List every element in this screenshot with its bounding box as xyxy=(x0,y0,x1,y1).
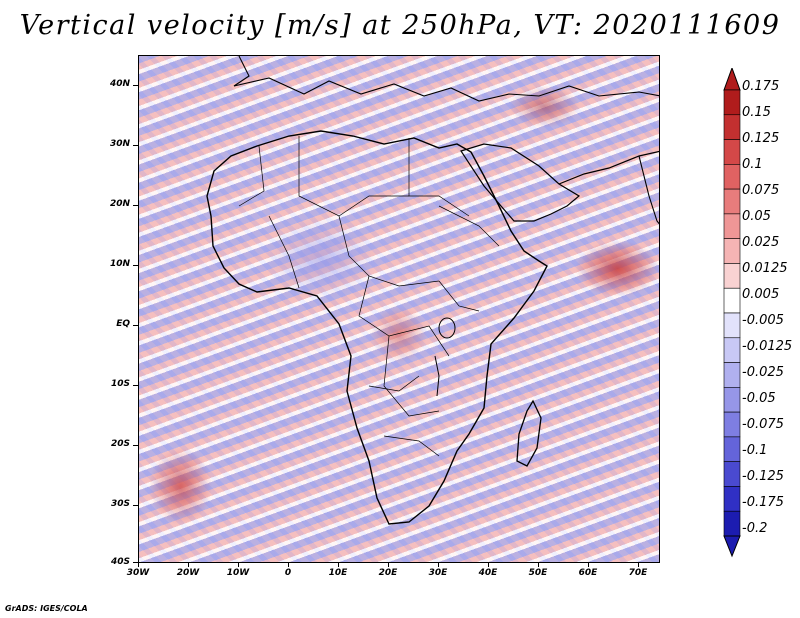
colorbar-segment xyxy=(723,188,741,215)
lon-tick xyxy=(638,562,639,567)
colorbar xyxy=(723,68,741,558)
colorbar-label: 0.175 xyxy=(742,79,780,94)
colorbar-segment xyxy=(723,263,741,289)
lon-tick xyxy=(238,562,239,567)
lon-label-0: 0 xyxy=(284,568,292,578)
lon-tick xyxy=(438,562,439,567)
lat-tick xyxy=(133,85,138,86)
lon-tick xyxy=(538,562,539,567)
lat-label-eq: EQ xyxy=(116,319,130,329)
lon-label-10e: 10E xyxy=(328,568,348,578)
colorbar-label: 0.1 xyxy=(742,157,763,172)
colorbar-bottom-arrow xyxy=(723,535,741,558)
lat-tick xyxy=(133,325,138,326)
lon-label-30w: 30W xyxy=(126,568,150,578)
colorbar-label: -0.1 xyxy=(742,443,768,458)
colorbar-segment xyxy=(723,436,741,462)
colorbar-segment xyxy=(723,114,741,140)
lat-label-20s: 20S xyxy=(110,439,130,449)
lon-tick xyxy=(338,562,339,567)
lat-label-40s: 40S xyxy=(110,557,130,567)
colorbar-segment xyxy=(723,238,741,264)
colorbar-top-arrow xyxy=(723,68,741,91)
lon-label-10w: 10W xyxy=(226,568,250,578)
colorbar-segment xyxy=(723,89,741,116)
colorbar-segment xyxy=(723,287,741,314)
colorbar-label: -0.05 xyxy=(742,391,776,406)
lon-tick xyxy=(288,562,289,567)
lon-label-60e: 60E xyxy=(578,568,598,578)
lat-tick xyxy=(133,562,138,563)
lat-label-20n: 20N xyxy=(109,199,130,209)
lat-tick xyxy=(133,385,138,386)
lat-label-10s: 10S xyxy=(110,379,130,389)
colorbar-segment xyxy=(723,337,741,363)
colorbar-label: 0.075 xyxy=(742,183,780,198)
chart-title: Vertical velocity [m/s] at 250hPa, VT: 2… xyxy=(19,10,781,41)
colorbar-label: 0.15 xyxy=(742,105,771,120)
lat-label-30s: 30S xyxy=(110,499,130,509)
colorbar-label: -0.005 xyxy=(742,313,784,328)
lon-tick xyxy=(188,562,189,567)
lat-tick xyxy=(133,265,138,266)
lat-label-10n: 10N xyxy=(109,259,130,269)
lon-label-50e: 50E xyxy=(528,568,548,578)
colorbar-label: 0.0125 xyxy=(742,261,788,276)
lon-label-70e: 70E xyxy=(628,568,648,578)
colorbar-label: -0.0125 xyxy=(742,339,793,354)
lat-label-30n: 30N xyxy=(109,139,130,149)
lon-label-40e: 40E xyxy=(478,568,498,578)
colorbar-label: 0.025 xyxy=(742,235,780,250)
colorbar-segment xyxy=(723,387,741,413)
lon-label-20e: 20E xyxy=(378,568,398,578)
colorbar-label: -0.125 xyxy=(742,469,784,484)
colorbar-segment xyxy=(723,411,741,438)
colorbar-label: 0.05 xyxy=(742,209,771,224)
colorbar-label: 0.125 xyxy=(742,131,780,146)
lon-label-20w: 20W xyxy=(176,568,200,578)
colorbar-label: -0.2 xyxy=(742,521,768,536)
colorbar-label: 0.005 xyxy=(742,287,780,302)
lat-label-40n: 40N xyxy=(109,79,130,89)
colorbar-label: -0.175 xyxy=(742,495,784,510)
colorbar-label: -0.025 xyxy=(742,365,784,380)
colorbar-segment xyxy=(723,312,741,339)
colorbar-segment xyxy=(723,510,741,537)
africa-coastline xyxy=(206,56,659,525)
lon-tick xyxy=(488,562,489,567)
lat-tick xyxy=(133,205,138,206)
lat-tick xyxy=(133,505,138,506)
lat-tick xyxy=(133,145,138,146)
footer-credit: GrADS: IGES/COLA xyxy=(5,604,88,613)
colorbar-segment xyxy=(723,362,741,388)
colorbar-label: -0.075 xyxy=(742,417,784,432)
lon-tick xyxy=(588,562,589,567)
colorbar-segment xyxy=(723,486,741,512)
lon-tick xyxy=(138,562,139,567)
colorbar-segment xyxy=(723,139,741,165)
lon-label-30e: 30E xyxy=(428,568,448,578)
colorbar-segment xyxy=(723,164,741,190)
map-panel xyxy=(138,55,660,563)
colorbar-segment xyxy=(723,213,741,239)
lat-tick xyxy=(133,445,138,446)
lon-tick xyxy=(388,562,389,567)
colorbar-segment xyxy=(723,461,741,487)
